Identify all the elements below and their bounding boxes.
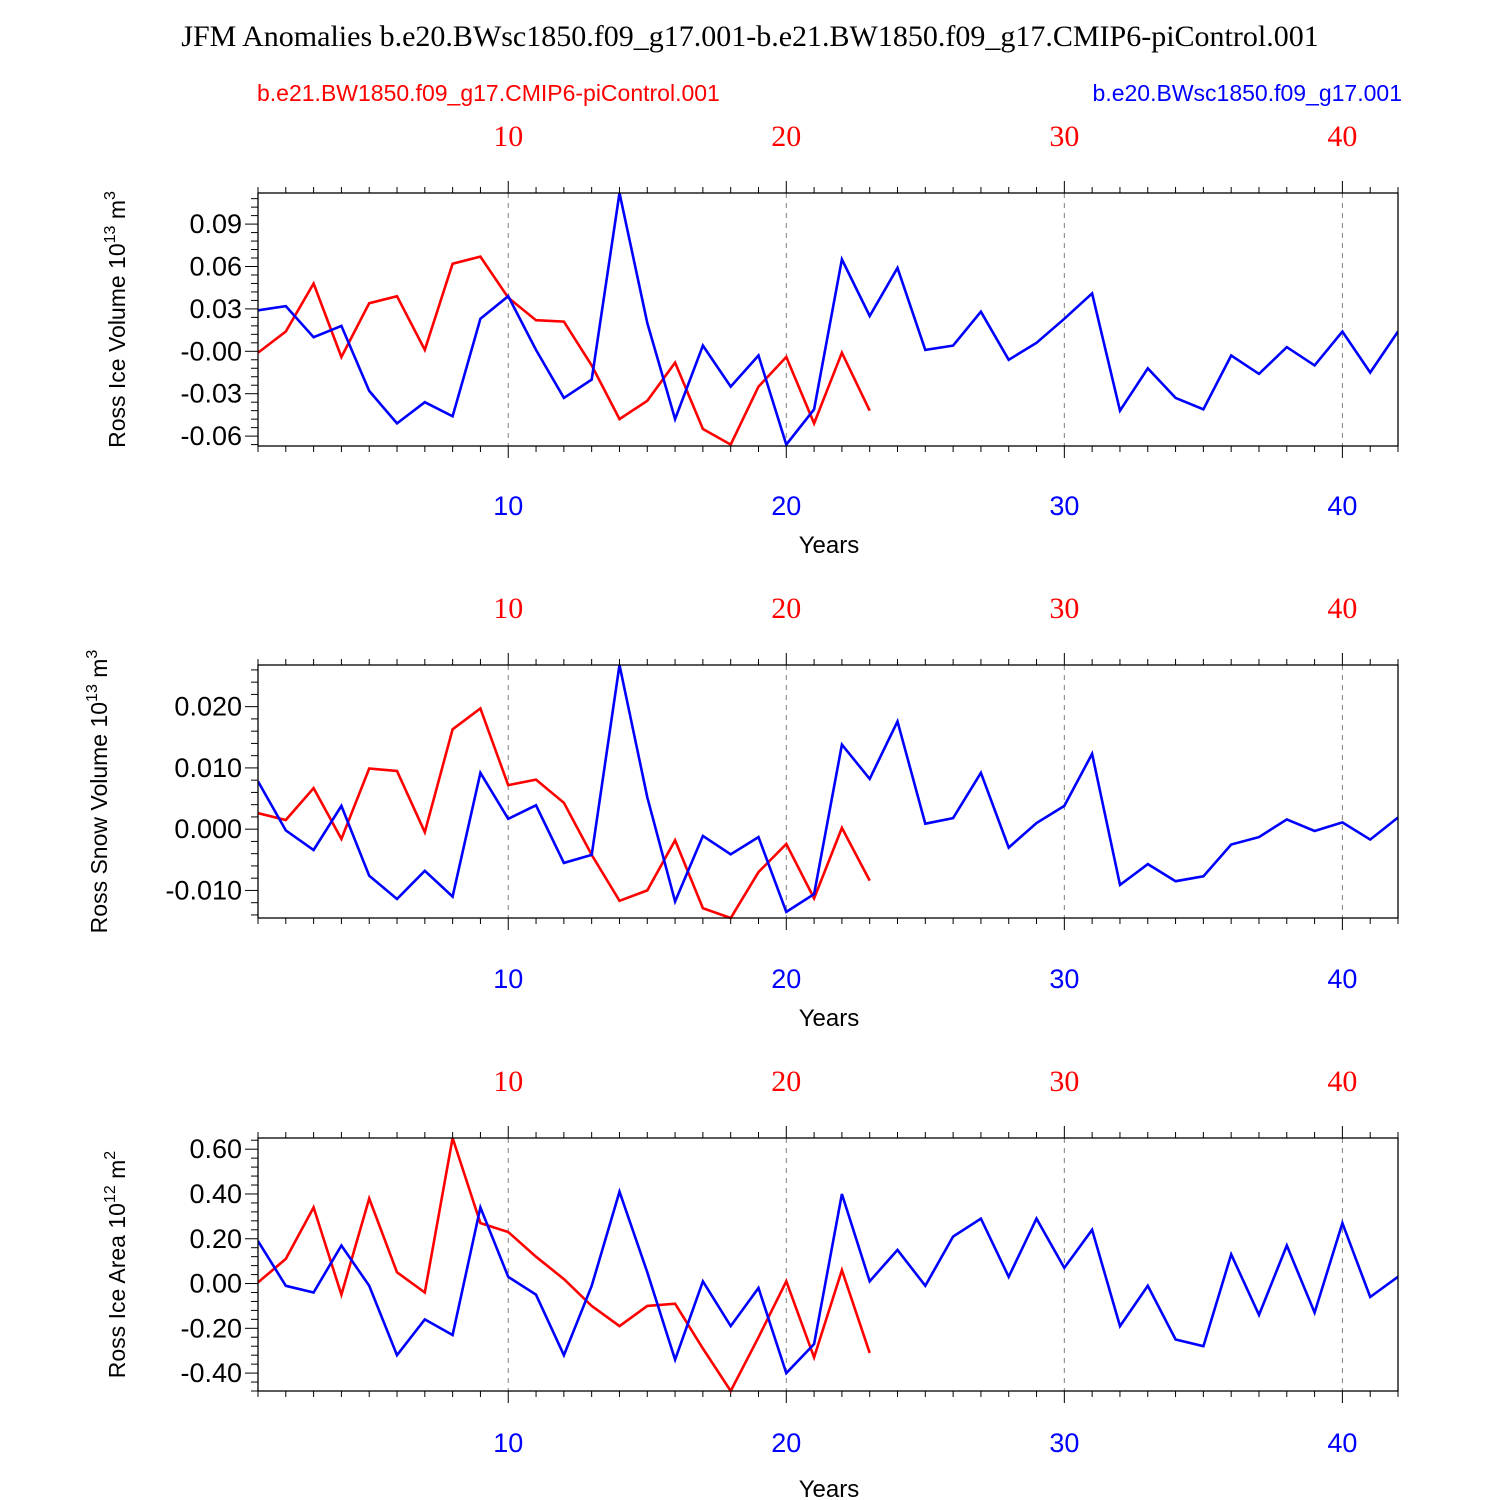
bottom-x-tick-label: 30 xyxy=(1049,1428,1079,1458)
y-axis-label-exponent: 12 xyxy=(102,1185,119,1203)
y-axis-label-exponent: 13 xyxy=(102,225,119,243)
y-axis-label-unit-exponent: 3 xyxy=(84,650,101,659)
bottom-x-tick-label: 10 xyxy=(493,1428,523,1458)
top-x-tick-label: 10 xyxy=(493,120,523,153)
y-axis-label: Ross Ice Volume 1013 m3 xyxy=(102,191,130,448)
series-line-blue xyxy=(258,192,1398,448)
top-x-tick-label: 20 xyxy=(771,592,801,625)
top-x-tick-label: 40 xyxy=(1327,1065,1357,1098)
y-axis-label-main: Ross Snow Volume 10 xyxy=(86,702,112,933)
bottom-x-tick-label: 20 xyxy=(771,491,801,521)
y-axis-label-exponent: 13 xyxy=(84,684,101,702)
bottom-x-tick-label: 30 xyxy=(1049,491,1079,521)
y-axis-label-unit-exponent: 3 xyxy=(102,191,119,200)
chart-panel-1: 10 10 20 20 30 30 40 40 -0.06 -0.03 -0.00 0.03 0.06 0… xyxy=(102,120,1399,559)
legend-right-label: b.e20.BWsc1850.f09_g17.001 xyxy=(1093,80,1402,106)
plot-frame xyxy=(257,1137,1399,1392)
y-axis-label-unit: m xyxy=(104,1160,130,1186)
top-x-tick-label: 30 xyxy=(1049,592,1079,625)
x-axis-label: Years xyxy=(799,1005,860,1032)
series-line-red xyxy=(258,255,871,447)
y-tick-label: 0.010 xyxy=(174,753,242,783)
figure-title: JFM Anomalies b.e20.BWsc1850.f09_g17.001… xyxy=(181,20,1318,53)
x-axis-label: Years xyxy=(799,1476,860,1500)
plot-frame xyxy=(257,664,1399,919)
top-x-tick-label: 40 xyxy=(1327,120,1357,153)
y-tick-label: 0.40 xyxy=(189,1179,242,1209)
top-x-tick-label: 30 xyxy=(1049,120,1079,153)
y-axis-label-main: Ross Ice Area 10 xyxy=(104,1203,130,1378)
y-axis-label-unit: m xyxy=(86,659,112,685)
y-tick-label: -0.20 xyxy=(180,1313,242,1343)
bottom-x-tick-label: 20 xyxy=(771,1428,801,1458)
y-axis-label-unit-exponent: 2 xyxy=(102,1151,119,1160)
bottom-x-tick-label: 40 xyxy=(1327,1428,1357,1458)
y-tick-label: 0.09 xyxy=(189,209,242,239)
y-tick-label: 0.20 xyxy=(189,1224,242,1254)
legend-left-label: b.e21.BW1850.f09_g17.CMIP6-piControl.001 xyxy=(257,80,720,106)
top-x-tick-label: 20 xyxy=(771,120,801,153)
top-x-tick-label: 10 xyxy=(493,1065,523,1098)
y-tick-label: 0.000 xyxy=(174,814,242,844)
y-tick-label: 0.020 xyxy=(174,692,242,722)
bottom-x-tick-label: 40 xyxy=(1327,964,1357,994)
bottom-x-tick-label: 40 xyxy=(1327,491,1357,521)
y-tick-label: -0.06 xyxy=(180,421,242,451)
y-tick-label: -0.03 xyxy=(180,379,242,409)
chart-panel-2: 10 10 20 20 30 30 40 40 -0.010 0.000 0.010 0.020 Yea… xyxy=(84,592,1399,1032)
top-x-tick-label: 20 xyxy=(771,1065,801,1098)
y-tick-label: -0.00 xyxy=(180,336,242,366)
series-line-blue xyxy=(258,1187,1398,1376)
top-x-tick-label: 10 xyxy=(493,592,523,625)
y-axis-label-unit: m xyxy=(104,200,130,226)
series-line-blue xyxy=(258,664,1398,914)
y-tick-label: 0.06 xyxy=(189,251,242,281)
y-tick-label: 0.03 xyxy=(189,294,242,324)
y-axis-label-main: Ross Ice Volume 10 xyxy=(104,243,130,448)
y-tick-label: -0.010 xyxy=(165,875,242,905)
y-axis-label: Ross Snow Volume 1013 m3 xyxy=(84,650,112,934)
y-tick-label: 0.60 xyxy=(189,1134,242,1164)
bottom-x-tick-label: 10 xyxy=(493,491,523,521)
bottom-x-tick-label: 20 xyxy=(771,964,801,994)
top-x-tick-label: 30 xyxy=(1049,1065,1079,1098)
top-x-tick-label: 40 xyxy=(1327,592,1357,625)
bottom-x-tick-label: 10 xyxy=(493,964,523,994)
y-tick-label: -0.40 xyxy=(180,1358,242,1388)
chart-panel-3: 10 10 20 20 30 30 40 40 -0.40 -0.20 0.00 0.20 0.40 0.… xyxy=(102,1065,1399,1500)
panels: 10 10 20 20 30 30 40 40 -0.06 -0.03 -0.00 0.03 0.06 0… xyxy=(84,120,1399,1500)
y-tick-label: 0.00 xyxy=(189,1269,242,1299)
plot-frame xyxy=(257,192,1399,447)
x-axis-label: Years xyxy=(799,532,860,559)
y-axis-label: Ross Ice Area 1012 m2 xyxy=(102,1151,130,1379)
bottom-x-tick-label: 30 xyxy=(1049,964,1079,994)
